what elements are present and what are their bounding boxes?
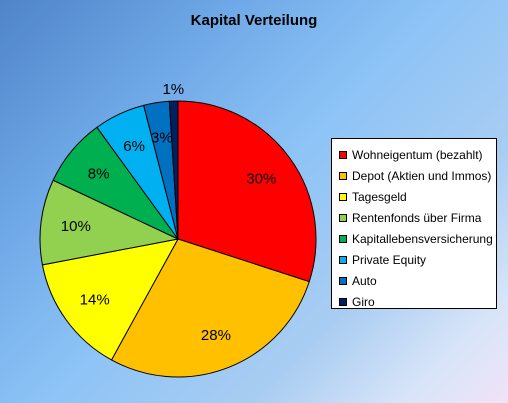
legend-item-5: Private Equity: [339, 249, 496, 270]
legend-label: Giro: [352, 294, 375, 309]
slice-label-7: 1%: [162, 81, 184, 98]
legend-label: Kapitallebensversicherung: [352, 231, 493, 246]
legend-item-2: Tagesgeld: [339, 186, 496, 207]
legend-swatch: [339, 297, 347, 306]
legend-label: Tagesgeld: [352, 189, 407, 204]
pie-slice-1: [110, 238, 310, 378]
slice-label-3: 10%: [61, 218, 91, 235]
slice-label-0: 30%: [246, 170, 276, 187]
slice-label-1: 28%: [201, 327, 231, 344]
slice-label-2: 14%: [80, 292, 110, 309]
legend-label: Auto: [352, 273, 377, 288]
pie-slice-0: [177, 100, 317, 283]
legend-swatch: [339, 234, 347, 243]
legend-swatch: [339, 213, 347, 222]
chart-legend: Wohneigentum (bezahlt) Depot (Aktien und …: [331, 138, 497, 309]
legend-label: Private Equity: [352, 252, 427, 267]
legend-swatch: [339, 255, 347, 264]
legend-label: Rentenfonds über Firma: [352, 210, 482, 225]
legend-item-3: Rentenfonds über Firma: [339, 207, 496, 228]
legend-item-6: Auto: [339, 270, 496, 291]
pie-slice-2: [41, 238, 179, 361]
legend-item-7: Giro: [339, 291, 496, 312]
legend-item-1: Depot (Aktien und Immos): [339, 165, 496, 186]
legend-item-0: Wohneigentum (bezahlt): [339, 144, 496, 165]
pie-slice-7: [168, 100, 179, 240]
legend-swatch: [339, 276, 347, 285]
legend-label: Wohneigentum (bezahlt): [352, 147, 483, 162]
legend-label: Depot (Aktien und Immos): [352, 168, 492, 183]
legend-swatch: [339, 192, 347, 201]
slice-label-6: 3%: [151, 129, 173, 146]
pie-slice-3: [39, 179, 180, 266]
legend-item-4: Kapitallebensversicherung: [339, 228, 496, 249]
slice-label-4: 8%: [88, 165, 110, 182]
chart-title: Kapital Verteilung: [190, 12, 318, 29]
legend-swatch: [339, 150, 347, 159]
slice-label-5: 6%: [123, 138, 145, 155]
legend-swatch: [339, 171, 347, 180]
